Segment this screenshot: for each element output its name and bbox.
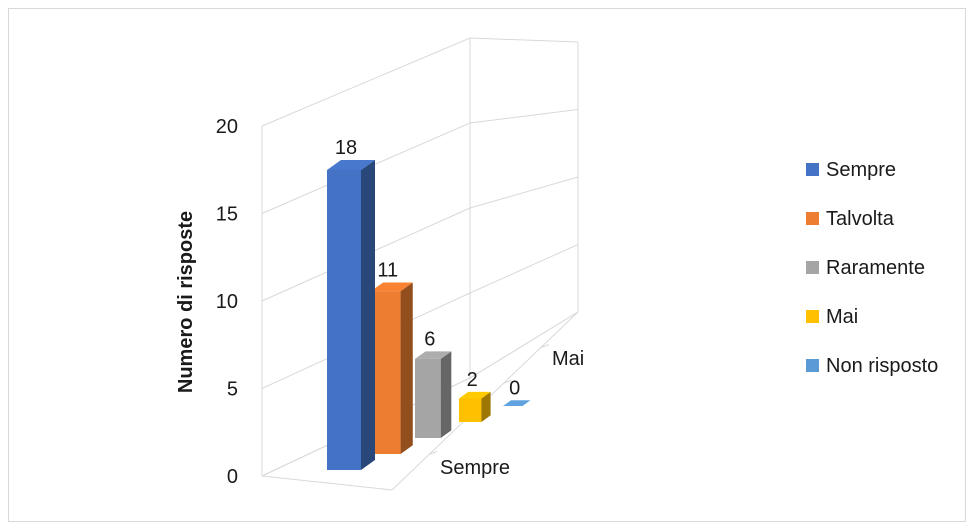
depth-tick [540, 344, 549, 349]
y-axis-title: Numero di risposte [175, 211, 197, 393]
bar-top [503, 400, 531, 406]
bar-front [327, 170, 361, 470]
bar [415, 351, 452, 438]
floor-back-edge [469, 311, 579, 379]
y-tick-label: 10 [216, 291, 238, 313]
legend-swatch [806, 163, 819, 176]
bars [327, 160, 531, 470]
bar-front [371, 291, 401, 454]
data-label: 6 [424, 328, 435, 350]
y-tick-label: 5 [227, 379, 238, 401]
legend-item-label: Mai [826, 306, 858, 328]
legend-item-label: Raramente [826, 257, 925, 279]
bar-side [400, 282, 413, 454]
bar-side [361, 160, 375, 470]
data-label: 2 [467, 369, 478, 391]
depth-category-labels: Sempre Mai [440, 348, 584, 479]
bar-top [327, 160, 375, 170]
legend: Sempre Talvolta Raramente Mai Non risposto [806, 159, 938, 377]
legend-item-label: Talvolta [826, 208, 895, 230]
bar-side [440, 351, 452, 438]
bar-top [415, 351, 452, 359]
depth-category-label: Sempre [440, 457, 510, 479]
legend-swatch [806, 310, 819, 323]
bar-side [481, 391, 491, 422]
bar-front [415, 358, 441, 438]
legend-item-label: Non risposto [826, 355, 938, 377]
chart-border [8, 8, 966, 522]
legend-item-label: Sempre [826, 159, 896, 181]
data-labels: 0 2 6 11 18 [335, 137, 520, 399]
floor-front-edge [261, 475, 393, 491]
legend-swatch [806, 261, 819, 274]
bar-top [459, 391, 491, 399]
depth-category-label: Mai [552, 348, 584, 370]
depth-tick [503, 379, 512, 384]
y-tick-label: 15 [216, 204, 238, 226]
depth-tick [429, 450, 438, 455]
data-label: 11 [377, 259, 398, 281]
bar [327, 160, 375, 470]
legend-swatch [806, 212, 819, 225]
bar [371, 282, 413, 454]
y-tick-label: 0 [227, 466, 238, 488]
y-tick-label: 20 [216, 116, 238, 138]
bar [503, 400, 531, 406]
bar [459, 391, 491, 422]
legend-swatch [806, 359, 819, 372]
y-tick-labels: 0 5 10 15 20 [216, 116, 238, 488]
data-label: 18 [335, 137, 357, 159]
bar-top [371, 282, 413, 292]
data-label: 0 [509, 377, 520, 399]
bar-front [459, 398, 482, 422]
